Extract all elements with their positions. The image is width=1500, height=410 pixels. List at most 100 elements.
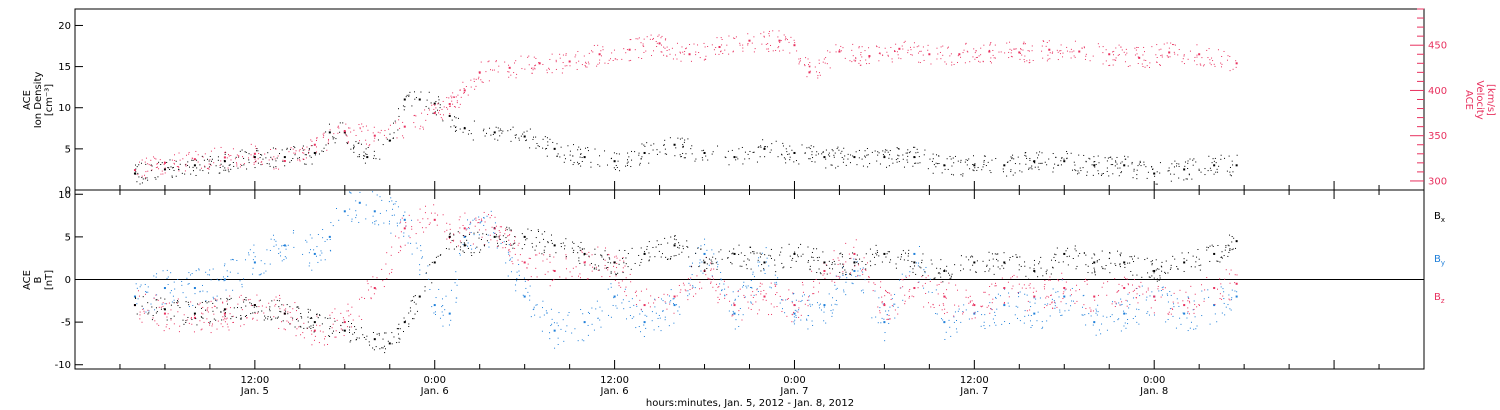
density-sample xyxy=(353,144,355,146)
bz-sample xyxy=(696,275,698,277)
velocity-sample xyxy=(1028,62,1030,64)
velocity-sample xyxy=(989,43,991,45)
velocity-sample xyxy=(368,145,370,147)
bx-sample xyxy=(905,252,907,254)
velocity-sample xyxy=(188,153,190,155)
bx-sample xyxy=(741,265,743,267)
bx-sample xyxy=(329,326,331,328)
bz-sample xyxy=(923,306,925,308)
velocity-sample xyxy=(891,61,893,63)
velocity-sample xyxy=(586,66,588,68)
bz-sample xyxy=(1153,312,1155,314)
density-sample xyxy=(759,156,761,158)
bx-sample xyxy=(1045,271,1047,273)
bz-sample xyxy=(542,260,544,262)
velocity-sample xyxy=(535,57,537,59)
by-sample xyxy=(775,281,777,283)
density-sample xyxy=(254,167,256,169)
velocity-sample xyxy=(488,60,490,62)
by-sample xyxy=(306,241,308,243)
bz-sample xyxy=(719,293,721,295)
density-sample xyxy=(1060,164,1062,166)
velocity-sample xyxy=(372,132,374,134)
density-sample xyxy=(138,176,140,178)
by-sample xyxy=(875,316,877,318)
b-tick-label: -10 xyxy=(55,360,71,371)
by-sample xyxy=(1084,314,1086,316)
velocity-sample xyxy=(849,60,851,62)
density-sample xyxy=(1095,163,1097,165)
density-sample xyxy=(1170,173,1172,175)
velocity-sample xyxy=(1137,56,1139,58)
velocity-sample xyxy=(643,51,645,53)
by-sample xyxy=(1165,321,1167,323)
bz-sample xyxy=(553,256,555,258)
bx-sample xyxy=(224,315,226,317)
velocity-sample xyxy=(413,115,415,117)
bx-sample xyxy=(396,328,398,330)
by-sample xyxy=(949,326,951,328)
velocity-sample xyxy=(1159,64,1161,66)
density-sample xyxy=(789,145,791,147)
bz-sample xyxy=(296,328,298,330)
bz-sample xyxy=(512,263,514,265)
by-sample xyxy=(1060,315,1062,317)
density-sample xyxy=(977,167,979,169)
by-point xyxy=(463,235,466,238)
density-sample xyxy=(222,165,224,167)
by-sample xyxy=(224,263,226,265)
density-sample xyxy=(393,132,395,134)
bz-sample xyxy=(1003,301,1005,303)
bz-sample xyxy=(370,297,372,299)
velocity-sample xyxy=(827,50,829,52)
density-sample xyxy=(308,148,310,150)
bx-sample xyxy=(652,246,654,248)
bz-sample xyxy=(1187,307,1189,309)
bx-sample xyxy=(319,314,321,316)
by-sample xyxy=(283,259,285,261)
bz-sample xyxy=(973,312,975,314)
bz-sample xyxy=(969,301,971,303)
bz-sample xyxy=(490,239,492,241)
velocity-sample xyxy=(214,147,216,149)
bx-sample xyxy=(931,263,933,265)
by-sample xyxy=(309,262,311,264)
bz-sample xyxy=(813,286,815,288)
velocity-sample xyxy=(907,52,909,54)
bx-sample xyxy=(934,277,936,279)
density-sample xyxy=(1006,161,1008,163)
by-sample xyxy=(529,299,531,301)
by-sample xyxy=(859,275,861,277)
bx-sample xyxy=(1109,272,1111,274)
density-sample xyxy=(230,168,232,170)
density-sample xyxy=(556,155,558,157)
by-sample xyxy=(1053,300,1055,302)
density-sample xyxy=(1066,153,1068,155)
velocity-sample xyxy=(720,37,722,39)
bz-sample xyxy=(296,318,298,320)
bx-sample xyxy=(349,341,351,343)
velocity-sample xyxy=(561,72,563,74)
bx-sample xyxy=(463,251,465,253)
velocity-sample xyxy=(162,173,164,175)
density-sample xyxy=(1178,163,1180,165)
by-sample xyxy=(997,293,999,295)
bx-sample xyxy=(185,322,187,324)
velocity-sample xyxy=(785,38,787,40)
by-sample xyxy=(1186,317,1188,319)
velocity-sample xyxy=(1166,55,1168,57)
by-sample xyxy=(615,305,617,307)
by-sample xyxy=(984,327,986,329)
bz-sample xyxy=(484,221,486,223)
bx-sample xyxy=(1196,256,1198,258)
bz-sample xyxy=(752,303,754,305)
velocity-sample xyxy=(186,154,188,156)
by-sample xyxy=(888,318,890,320)
by-sample xyxy=(554,347,556,349)
velocity-sample xyxy=(164,172,166,174)
by-sample xyxy=(599,319,601,321)
density-sample xyxy=(903,166,905,168)
density-sample xyxy=(707,159,709,161)
density-sample xyxy=(1198,169,1200,171)
